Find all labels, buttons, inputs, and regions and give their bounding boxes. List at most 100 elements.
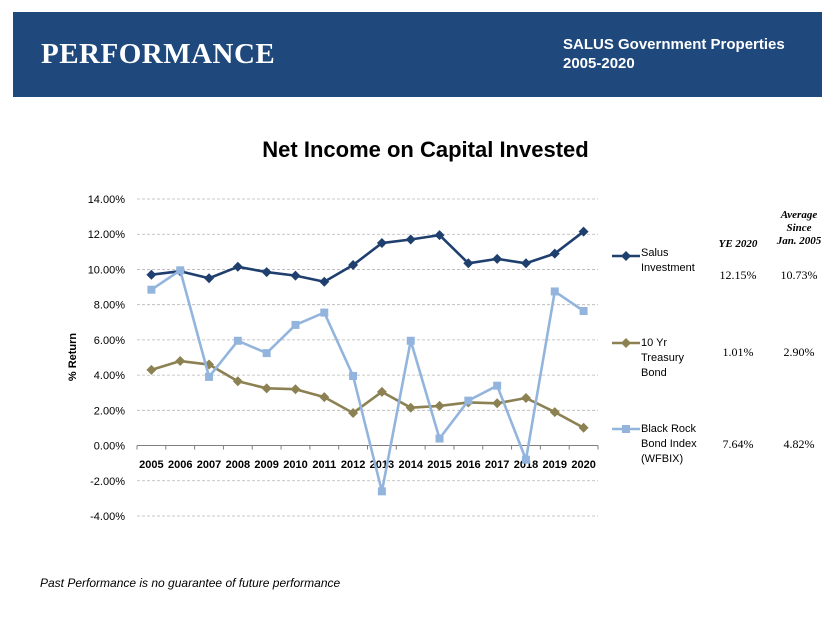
data-point: [205, 372, 214, 381]
x-tick-label: 2005: [139, 459, 163, 471]
series-line: [151, 359, 585, 429]
stat-treasury-avg: 2.90%: [783, 345, 815, 359]
data-point: [261, 267, 272, 278]
data-point: [377, 487, 386, 496]
stat-treasury-ye2020: 1.01%: [722, 345, 754, 359]
data-point: [320, 308, 329, 317]
data-point: [146, 364, 157, 375]
x-tick-label: 2015: [427, 459, 451, 471]
y-tick-label: -4.00%: [90, 511, 125, 523]
legend-text: Treasury: [641, 352, 684, 364]
stat-blackrock-avg: 4.82%: [783, 437, 815, 451]
stat-blackrock-ye2020: 7.64%: [722, 437, 754, 451]
data-point: [290, 384, 301, 395]
y-tick-label: 2.00%: [94, 405, 125, 417]
header-banner: PERFORMANCE SALUS Government Properties …: [13, 12, 822, 97]
col-header-line: Average: [780, 209, 818, 221]
x-tick-label: 2018: [514, 459, 538, 471]
legend-text: 10 Yr: [641, 337, 668, 349]
y-tick-label: 14.00%: [88, 194, 126, 206]
y-tick-label: 8.00%: [94, 300, 125, 312]
data-point: [578, 226, 589, 237]
col-header-average: Average Since Jan. 2005: [766, 209, 832, 248]
y-tick-label: 12.00%: [88, 229, 126, 241]
stat-salus-avg: 10.73%: [780, 268, 818, 282]
data-point: [549, 248, 560, 259]
data-point: [232, 261, 243, 272]
y-tick-label: -2.00%: [90, 476, 125, 488]
series-line: [151, 230, 585, 284]
legend-swatch-marker: [622, 425, 630, 433]
data-point: [405, 234, 416, 245]
data-point: [146, 269, 157, 280]
data-point: [232, 376, 243, 387]
legend-text: Bond: [641, 367, 667, 379]
data-point: [463, 258, 474, 269]
legend-text: Salus: [641, 247, 669, 259]
data-point: [376, 386, 387, 397]
data-point: [579, 307, 588, 316]
data-point: [262, 349, 271, 358]
legend-label-salus: Salus Investment: [641, 246, 695, 276]
data-point: [319, 392, 330, 403]
data-point: [348, 260, 359, 271]
x-tick-label: 2020: [571, 459, 595, 471]
data-point: [550, 287, 559, 296]
data-point: [434, 400, 445, 411]
legend-swatch-marker: [621, 251, 631, 261]
header-subtitle: SALUS Government Properties 2005-2020: [563, 35, 785, 73]
data-point: [176, 266, 185, 275]
x-tick-label: 2009: [254, 459, 278, 471]
col-header-line: Jan. 2005: [776, 235, 822, 247]
legend-label-blackrock: Black Rock Bond Index (WFBIX): [641, 422, 697, 467]
subtitle-line-1: SALUS Government Properties: [563, 36, 785, 53]
col-header-ye2020: YE 2020: [718, 238, 758, 250]
x-tick-label: 2007: [197, 459, 221, 471]
series-line: [150, 269, 585, 493]
data-point: [204, 273, 215, 284]
y-tick-label: 6.00%: [94, 335, 125, 347]
col-header-line: Since: [786, 222, 812, 234]
data-point: [521, 455, 530, 464]
y-tick-label: 0.00%: [94, 441, 125, 453]
data-point: [549, 407, 560, 418]
data-point: [406, 336, 415, 345]
data-point: [348, 407, 359, 418]
x-tick-label: 2012: [341, 459, 365, 471]
data-point: [434, 230, 445, 241]
data-point: [147, 285, 156, 294]
data-point: [492, 253, 503, 264]
legend-swatch-marker: [621, 338, 631, 348]
legend-text: Bond Index: [641, 438, 697, 450]
legend-text: Black Rock: [641, 423, 697, 435]
x-tick-label: 2016: [456, 459, 480, 471]
data-point: [578, 422, 589, 433]
data-point: [493, 381, 502, 390]
data-point: [435, 434, 444, 443]
data-point: [175, 356, 186, 367]
x-tick-label: 2017: [485, 459, 509, 471]
data-point: [464, 396, 473, 405]
legend-text: (WFBIX): [641, 453, 684, 465]
data-point: [233, 336, 242, 345]
legend-text: Investment: [641, 262, 695, 274]
data-point: [319, 276, 330, 287]
y-tick-label: 4.00%: [94, 370, 125, 382]
x-tick-label: 2019: [543, 459, 567, 471]
x-tick-label: 2008: [226, 459, 250, 471]
footer-disclaimer: Past Performance is no guarantee of futu…: [40, 576, 341, 590]
data-point: [520, 393, 531, 404]
page-title: PERFORMANCE: [41, 38, 276, 70]
data-point: [261, 383, 272, 394]
data-point: [492, 398, 503, 409]
x-tick-label: 2010: [283, 459, 307, 471]
chart-title: Net Income on Capital Invested: [262, 137, 589, 162]
x-tick-label: 2006: [168, 459, 192, 471]
data-point: [376, 238, 387, 249]
x-tick-label: 2011: [312, 459, 336, 471]
stat-salus-ye2020: 12.15%: [719, 268, 757, 282]
data-point: [349, 371, 358, 380]
data-point: [405, 402, 416, 413]
data-point: [291, 320, 300, 329]
